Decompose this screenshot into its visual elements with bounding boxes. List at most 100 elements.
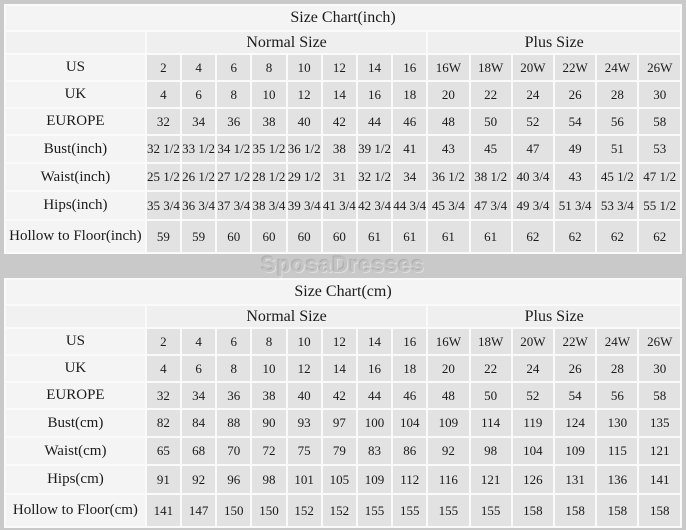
table-body: US 2 4 6 8 10 12 14 16 16W 18W 20W 22W 24W 26W UK 4 6 8 10 1…: [6, 329, 680, 526]
size-value-cell: 38: [322, 136, 356, 162]
column-group-normal-size: Normal Size: [146, 32, 427, 53]
size-value-cell: 34: [182, 383, 216, 408]
size-value-cell: 91: [146, 466, 180, 493]
size-value-cell: 45 1/2: [597, 164, 638, 190]
table-row: Hips(cm) 91 92 96 98 101 105 109 112 116 121 126 131…: [6, 466, 680, 493]
size-value-cell: 60: [217, 221, 251, 252]
table-row: Bust(inch) 32 1/2 33 1/2 34 1/2 35 1/2 36 1/2…: [6, 136, 680, 162]
size-value-cell: 48: [428, 109, 469, 134]
size-value-cell: 109: [357, 466, 392, 493]
row-label: UK: [6, 82, 145, 107]
column-group-plus-size: Plus Size: [428, 306, 680, 327]
size-value-cell: 61: [470, 221, 511, 252]
size-value-cell: 124: [555, 410, 596, 436]
size-value-cell: 105: [322, 466, 356, 493]
size-value-cell: 121: [470, 466, 511, 493]
size-value-cell: 119: [512, 410, 554, 436]
size-value-cell: 20W: [512, 55, 554, 80]
size-value-cell: 38 1/2: [470, 164, 511, 190]
size-value-cell: 141: [639, 466, 680, 493]
size-value-cell: 47: [512, 136, 554, 162]
table-title: Size Chart(inch): [6, 6, 680, 30]
size-value-cell: 72: [252, 438, 286, 464]
size-value-cell: 97: [322, 410, 356, 436]
size-value-cell: 8: [252, 329, 286, 354]
size-value-cell: 155: [393, 495, 427, 526]
size-value-cell: 150: [252, 495, 286, 526]
size-value-cell: 4: [146, 82, 180, 107]
size-value-cell: 59: [146, 221, 180, 252]
size-value-cell: 116: [428, 466, 469, 493]
size-value-cell: 20W: [512, 329, 554, 354]
table-row: US 2 4 6 8 10 12 14 16 16W 18W 20W 22W 24W 26W: [6, 329, 680, 354]
size-value-cell: 25 1/2: [146, 164, 180, 190]
size-value-cell: 126: [512, 466, 554, 493]
corner-cell: [6, 32, 145, 53]
size-value-cell: 18: [393, 356, 427, 381]
column-group-row: Normal Size Plus Size: [6, 32, 680, 53]
size-value-cell: 12: [322, 55, 356, 80]
size-value-cell: 65: [146, 438, 180, 464]
size-value-cell: 34: [393, 164, 427, 190]
size-value-cell: 46: [393, 383, 427, 408]
size-value-cell: 30: [639, 82, 680, 107]
size-value-cell: 56: [597, 109, 638, 134]
size-value-cell: 43: [428, 136, 469, 162]
size-value-cell: 150: [217, 495, 251, 526]
size-value-cell: 141: [146, 495, 180, 526]
size-value-cell: 26 1/2: [182, 164, 216, 190]
size-value-cell: 50: [470, 383, 511, 408]
row-label: Waist(inch): [6, 164, 145, 190]
size-value-cell: 16W: [428, 329, 469, 354]
size-value-cell: 8: [217, 356, 251, 381]
size-value-cell: 155: [428, 495, 469, 526]
table-row: Waist(inch) 25 1/2 26 1/2 27 1/2 28 1/2 29 1/…: [6, 164, 680, 190]
size-value-cell: 36 3/4: [182, 192, 216, 219]
size-value-cell: 35 3/4: [146, 192, 180, 219]
corner-cell: [6, 306, 145, 327]
size-value-cell: 32 1/2: [146, 136, 180, 162]
size-value-cell: 8: [252, 55, 286, 80]
size-value-cell: 40 3/4: [512, 164, 554, 190]
size-value-cell: 22W: [555, 55, 596, 80]
size-value-cell: 10: [252, 82, 286, 107]
size-value-cell: 56: [597, 383, 638, 408]
size-value-cell: 155: [357, 495, 392, 526]
size-value-cell: 96: [217, 466, 251, 493]
size-value-cell: 114: [470, 410, 511, 436]
size-value-cell: 42 3/4: [357, 192, 392, 219]
table-row: EUROPE 32 34 36 38 40 42 44 46 48 50 52 54 56 58: [6, 109, 680, 134]
size-value-cell: 54: [555, 109, 596, 134]
size-value-cell: 35 1/2: [252, 136, 286, 162]
row-label: Hips(inch): [6, 192, 145, 219]
size-value-cell: 36 1/2: [428, 164, 469, 190]
size-value-cell: 36: [217, 383, 251, 408]
size-value-cell: 51 3/4: [555, 192, 596, 219]
table-row: US 2 4 6 8 10 12 14 16 16W 18W 20W 22W 24W 26W: [6, 55, 680, 80]
size-value-cell: 6: [182, 82, 216, 107]
size-value-cell: 38: [252, 383, 286, 408]
size-value-cell: 27 1/2: [217, 164, 251, 190]
size-value-cell: 24W: [597, 329, 638, 354]
table-row: Waist(cm) 65 68 70 72 75 79 83 86 92 98 104 109 115 12…: [6, 438, 680, 464]
size-value-cell: 22W: [555, 329, 596, 354]
size-value-cell: 49 3/4: [512, 192, 554, 219]
size-value-cell: 18W: [470, 329, 511, 354]
size-value-cell: 41: [393, 136, 427, 162]
table-row: Hollow to Floor(inch) 59 59 60 60 60 60 61 61 61 6…: [6, 221, 680, 252]
size-value-cell: 28: [597, 82, 638, 107]
watermark-band: SposaDresses: [4, 252, 682, 278]
size-value-cell: 12: [287, 356, 321, 381]
row-label: Hollow to Floor(cm): [6, 495, 145, 526]
column-group-normal-size: Normal Size: [146, 306, 427, 327]
size-value-cell: 4: [182, 55, 216, 80]
table-row: Bust(cm) 82 84 88 90 93 97 100 104 109 114 119 124 13…: [6, 410, 680, 436]
size-value-cell: 155: [470, 495, 511, 526]
size-value-cell: 158: [639, 495, 680, 526]
size-value-cell: 62: [555, 221, 596, 252]
table-title: Size Chart(cm): [6, 280, 680, 304]
size-value-cell: 6: [182, 356, 216, 381]
size-value-cell: 101: [287, 466, 321, 493]
size-value-cell: 16: [393, 329, 427, 354]
